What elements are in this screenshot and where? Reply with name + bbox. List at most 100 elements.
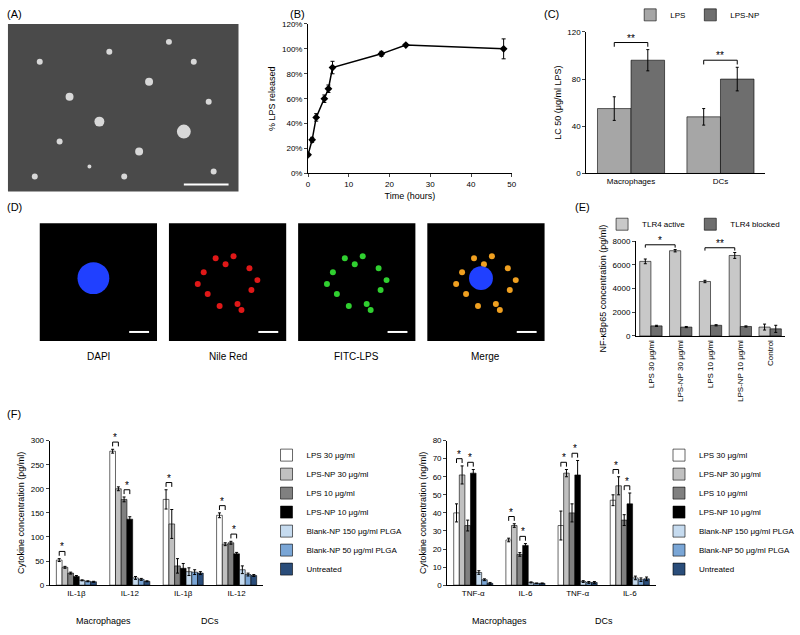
svg-text:**: ** xyxy=(627,33,635,44)
svg-text:0%: 0% xyxy=(291,169,303,178)
svg-text:10: 10 xyxy=(344,180,353,189)
svg-text:LPS 30 μg/ml: LPS 30 μg/ml xyxy=(307,451,355,460)
svg-text:Untreated: Untreated xyxy=(699,565,734,574)
svg-text:80: 80 xyxy=(572,75,581,84)
svg-text:*: * xyxy=(167,473,171,484)
svg-text:DCs: DCs xyxy=(595,616,613,626)
svg-text:80: 80 xyxy=(433,436,442,445)
svg-text:Blank-NP 150 μg/ml PLGA: Blank-NP 150 μg/ml PLGA xyxy=(699,527,794,536)
svg-text:*: * xyxy=(457,449,461,460)
svg-text:IL-6: IL-6 xyxy=(519,589,533,598)
svg-text:120: 120 xyxy=(567,28,581,37)
svg-text:*: * xyxy=(60,541,64,552)
svg-text:*: * xyxy=(658,235,662,246)
svg-text:**: ** xyxy=(716,238,724,249)
svg-text:IL-1β: IL-1β xyxy=(174,589,193,598)
svg-text:*: * xyxy=(625,476,629,487)
svg-text:6000: 6000 xyxy=(613,261,631,270)
svg-text:Cytokine concentration (ng/ml): Cytokine concentration (ng/ml) xyxy=(418,452,428,574)
svg-text:Control: Control xyxy=(766,340,775,366)
svg-text:80%: 80% xyxy=(286,70,302,79)
svg-text:60: 60 xyxy=(433,473,442,482)
svg-text:LPS 30 μg/ml: LPS 30 μg/ml xyxy=(699,451,747,460)
svg-text:LPS-NP: LPS-NP xyxy=(730,11,759,20)
svg-text:Macrophages: Macrophages xyxy=(607,177,655,186)
svg-text:Merge: Merge xyxy=(471,351,500,362)
svg-text:LPS 10 μg/ml: LPS 10 μg/ml xyxy=(307,489,355,498)
svg-text:Blank-NP 50 μg/ml PLGA: Blank-NP 50 μg/ml PLGA xyxy=(307,546,398,555)
svg-text:*: * xyxy=(614,460,618,471)
svg-text:(C): (C) xyxy=(544,8,559,20)
svg-text:0: 0 xyxy=(576,169,581,178)
svg-text:200: 200 xyxy=(31,485,45,494)
svg-text:DCs: DCs xyxy=(201,616,219,626)
svg-text:LPS-NP 30 μg/ml: LPS-NP 30 μg/ml xyxy=(699,470,761,479)
svg-text:0: 0 xyxy=(40,581,45,590)
svg-text:IL-1β: IL-1β xyxy=(67,589,86,598)
svg-text:150: 150 xyxy=(31,509,45,518)
svg-text:60%: 60% xyxy=(286,94,302,103)
svg-text:DCs: DCs xyxy=(713,177,729,186)
svg-text:40: 40 xyxy=(467,180,476,189)
svg-text:Cytokine concentration (pg/ml): Cytokine concentration (pg/ml) xyxy=(16,452,26,574)
svg-text:TLR4 active: TLR4 active xyxy=(642,220,685,229)
svg-text:20%: 20% xyxy=(286,144,302,153)
svg-text:LPS 10 μg/ml: LPS 10 μg/ml xyxy=(706,340,715,388)
svg-text:*: * xyxy=(113,432,117,443)
svg-text:LC 50 (μg/ml LPS): LC 50 (μg/ml LPS) xyxy=(553,66,563,140)
svg-text:DAPI: DAPI xyxy=(87,351,110,362)
svg-text:TNF-α: TNF-α xyxy=(462,589,485,598)
svg-text:Macrophages: Macrophages xyxy=(472,616,527,626)
svg-text:0: 0 xyxy=(626,332,631,341)
svg-text:(E): (E) xyxy=(575,201,590,213)
svg-text:LPS: LPS xyxy=(670,11,685,20)
svg-text:*: * xyxy=(468,452,472,463)
svg-text:Untreated: Untreated xyxy=(307,565,342,574)
svg-text:LPS-NP 30 μg/ml: LPS-NP 30 μg/ml xyxy=(676,340,685,402)
svg-text:100: 100 xyxy=(31,533,45,542)
svg-text:*: * xyxy=(125,480,129,491)
svg-text:*: * xyxy=(232,524,236,535)
svg-text:50: 50 xyxy=(433,491,442,500)
svg-text:10: 10 xyxy=(433,563,442,572)
svg-text:20: 20 xyxy=(385,180,394,189)
svg-text:Blank-NP 50 μg/ml PLGA: Blank-NP 50 μg/ml PLGA xyxy=(699,546,790,555)
svg-text:2000: 2000 xyxy=(613,308,631,317)
svg-text:LPS 10 μg/ml: LPS 10 μg/ml xyxy=(699,489,747,498)
svg-text:30: 30 xyxy=(433,527,442,536)
svg-text:*: * xyxy=(573,443,577,454)
svg-text:40: 40 xyxy=(433,509,442,518)
svg-text:IL-12: IL-12 xyxy=(121,589,140,598)
svg-text:TLR4 blocked: TLR4 blocked xyxy=(730,220,779,229)
svg-text:FITC-LPS: FITC-LPS xyxy=(334,351,379,362)
svg-text:Time (hours): Time (hours) xyxy=(385,191,436,201)
svg-text:50: 50 xyxy=(507,180,516,189)
svg-text:*: * xyxy=(521,526,525,537)
svg-text:100%: 100% xyxy=(282,45,302,54)
svg-text:(F): (F) xyxy=(7,408,21,420)
svg-text:0: 0 xyxy=(437,581,442,590)
svg-text:LPS-NP 10 μg/ml: LPS-NP 10 μg/ml xyxy=(699,508,761,517)
svg-text:30: 30 xyxy=(426,180,435,189)
svg-text:LPS 30 μg/ml: LPS 30 μg/ml xyxy=(647,340,656,388)
svg-text:(D): (D) xyxy=(7,201,22,213)
svg-text:LPS-NP 30 μg/ml: LPS-NP 30 μg/ml xyxy=(307,470,369,479)
svg-text:TNF-α: TNF-α xyxy=(566,589,589,598)
svg-text:40: 40 xyxy=(572,122,581,131)
svg-text:LPS-NP 10 μg/ml: LPS-NP 10 μg/ml xyxy=(736,340,745,402)
svg-text:Nile Red: Nile Red xyxy=(209,351,247,362)
svg-text:LPS-NP 10 μg/ml: LPS-NP 10 μg/ml xyxy=(307,508,369,517)
svg-text:IL-6: IL-6 xyxy=(623,589,637,598)
svg-text:0: 0 xyxy=(306,180,311,189)
svg-text:*: * xyxy=(509,507,513,518)
svg-text:50: 50 xyxy=(35,557,44,566)
svg-text:20: 20 xyxy=(433,545,442,554)
svg-text:8000: 8000 xyxy=(613,237,631,246)
svg-text:**: ** xyxy=(716,50,724,61)
svg-text:Blank-NP 150 μg/ml PLGA: Blank-NP 150 μg/ml PLGA xyxy=(307,527,402,536)
svg-text:(A): (A) xyxy=(7,8,22,20)
svg-text:*: * xyxy=(562,452,566,463)
svg-text:300: 300 xyxy=(31,436,45,445)
svg-text:40%: 40% xyxy=(286,119,302,128)
svg-text:250: 250 xyxy=(31,461,45,470)
